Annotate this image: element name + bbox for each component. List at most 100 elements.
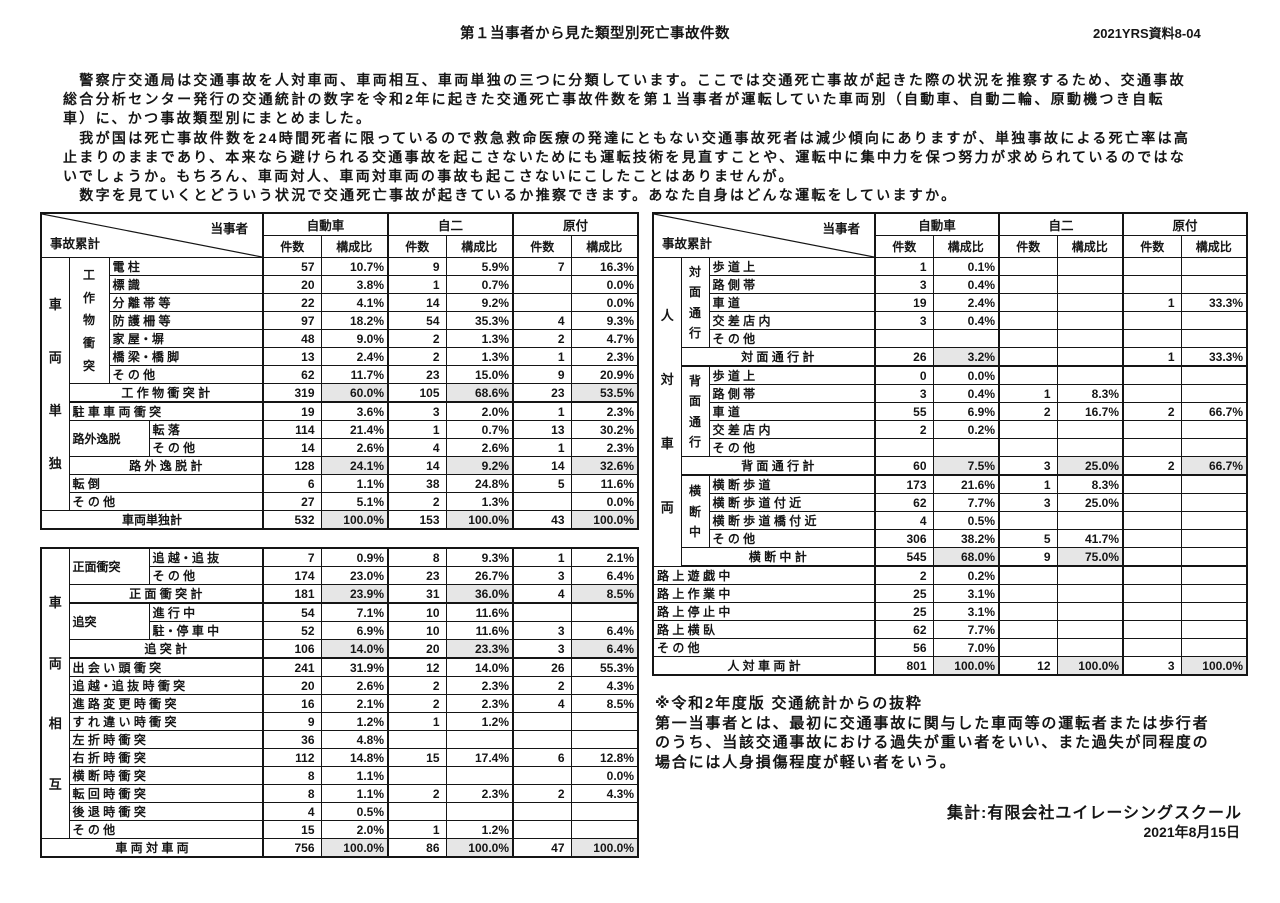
ratio-value-cell (1056, 275, 1124, 294)
ratio-value-cell (1056, 602, 1124, 621)
count-value-cell: 173 (874, 474, 934, 494)
count-value-cell: 60 (874, 456, 934, 476)
table-row: そ の 他 (653, 438, 1248, 457)
count-value-cell (998, 257, 1058, 276)
row-label: 交 差 店 内 (708, 311, 876, 330)
vehicle-type-header: 原付 (1122, 212, 1248, 236)
ratio-value-cell (1180, 511, 1248, 530)
count-value-cell (1122, 529, 1182, 548)
row-label: 横 断 中 計 (680, 547, 876, 567)
row-label: 正面衝突 (68, 547, 150, 585)
row-label: 交 差 店 内 (708, 420, 876, 439)
ratio-value-cell: 1.2% (445, 820, 514, 839)
row-label: 橋 梁・橋 脚 (108, 347, 264, 366)
diagonal-header-cell: 当事者 事故累計 (40, 212, 264, 258)
table-row: 追 越・追 抜 時 衝 突 20 2.6% 2 2.3% 2 4.3% (41, 676, 639, 695)
count-value-cell: 14 (387, 456, 447, 475)
count-value-cell: 6 (512, 748, 572, 767)
ratio-value-cell: 7.7% (932, 620, 1000, 639)
table-row: 路 側 帯 3 0.4% (653, 275, 1248, 294)
ratio-value-cell (570, 802, 639, 821)
ratio-value-cell: 3.1% (932, 584, 1000, 603)
table-row: 分 離 帯 等 22 4.1% 14 9.2% 0.0% (41, 293, 639, 312)
ratio-value-cell: 0.2% (932, 565, 1000, 585)
count-value-cell: 532 (262, 510, 322, 530)
row-label: 電 柱 (108, 257, 264, 276)
ratio-value-cell: 1.3% (445, 492, 514, 511)
table-row: 左 折 時 衝 突 36 4.8% (41, 730, 639, 749)
count-value-cell (998, 347, 1058, 367)
ratio-value-cell: 9.0% (320, 329, 389, 348)
accident-total-header-label: 事故累計 (662, 237, 713, 251)
table-row: 駐・停 車 中 52 6.9% 10 11.6% 3 6.4% (41, 621, 639, 640)
count-value-cell: 4 (874, 511, 934, 530)
vertical-group-label: 工作物衝突 (68, 257, 110, 384)
ratio-value-cell: 11.7% (320, 365, 389, 384)
count-value-cell: 8 (387, 547, 447, 567)
row-label: 路 上 遊 戯 中 (652, 565, 876, 585)
count-value-cell: 22 (262, 293, 322, 312)
ratio-column-header: 構成比 (445, 235, 514, 258)
count-value-cell: 8 (262, 784, 322, 803)
count-value-cell: 3 (998, 493, 1058, 512)
count-value-cell: 1 (998, 474, 1058, 494)
ratio-column-header: 構成比 (320, 235, 389, 258)
footnote-line: 第一当事者とは、最初に交通事故に関与した車両等の運転者または歩行者 (655, 714, 1210, 732)
row-label: そ の 他 (148, 566, 264, 585)
row-label: 車 両 対 車 両 (40, 838, 264, 858)
ratio-value-cell (1180, 602, 1248, 621)
table-row: 標 識 20 3.8% 1 0.7% 0.0% (41, 275, 639, 294)
ratio-value-cell: 9.2% (445, 293, 514, 312)
count-value-cell: 56 (874, 638, 934, 657)
ratio-value-cell: 6.4% (570, 639, 639, 659)
row-label: 横 断 時 衝 突 (68, 766, 264, 785)
ratio-value-cell: 11.6% (445, 621, 514, 640)
row-label: 右 折 時 衝 突 (68, 748, 264, 767)
count-value-cell: 7 (262, 547, 322, 567)
table-row: 路 側 帯 3 0.4% 1 8.3% (653, 384, 1248, 403)
table-row: 右 折 時 衝 突 112 14.8% 15 17.4% 6 12.8% (41, 748, 639, 767)
ratio-value-cell (1056, 565, 1124, 585)
ratio-value-cell: 100.0% (320, 838, 389, 858)
ratio-value-cell: 2.6% (445, 438, 514, 457)
count-value-cell (1122, 275, 1182, 294)
ratio-value-cell: 100.0% (445, 510, 514, 530)
ratio-value-cell: 100.0% (445, 838, 514, 858)
ratio-value-cell (1180, 638, 1248, 657)
count-value-cell: 55 (874, 402, 934, 421)
count-value-cell: 3 (387, 401, 447, 421)
count-value-cell: 16 (262, 694, 322, 713)
row-label: 防 護 柵 等 (108, 311, 264, 330)
intro-line: いでしょうか。もちろん、車両対人、車両対車両の事故も起こさないにこしたことはあり… (63, 168, 795, 185)
ratio-value-cell: 1.1% (320, 784, 389, 803)
table-row: 背 面 通 行 計 60 7.5% 3 25.0% 2 66.7% (653, 456, 1248, 476)
ratio-value-cell (1056, 420, 1124, 439)
ratio-value-cell: 9.3% (445, 547, 514, 567)
count-value-cell: 1 (1122, 347, 1182, 367)
count-column-header: 件数 (512, 235, 572, 258)
table-row: 人 対 車 両 計 801 100.0% 12 100.0% 3 100.0% (652, 656, 1248, 676)
ratio-value-cell: 8.5% (570, 694, 639, 713)
intro-line: 止まりのままであり、本来なら避けられる交通事故を起こさないためにも運転技術を見直… (63, 148, 1187, 165)
vertical-group-label: 対面通行 (680, 257, 710, 348)
ratio-value-cell: 4.7% (570, 329, 639, 348)
count-value-cell: 545 (874, 547, 934, 567)
count-value-cell: 2 (512, 329, 572, 348)
count-value-cell: 1 (512, 401, 572, 421)
table-row: 駐 車 車 両 衝 突 19 3.6% 3 2.0% 1 2.3% (41, 401, 639, 421)
count-value-cell: 1 (387, 420, 447, 439)
table-row: そ の 他 174 23.0% 23 26.7% 3 6.4% (41, 566, 639, 585)
ratio-value-cell: 2.1% (570, 547, 639, 567)
count-value-cell: 86 (387, 838, 447, 858)
row-label: 路 側 帯 (708, 275, 876, 294)
count-value-cell: 62 (874, 620, 934, 639)
ratio-value-cell: 9.3% (570, 311, 639, 330)
row-label: 路 側 帯 (708, 384, 876, 403)
count-value-cell: 2 (387, 329, 447, 348)
publication-date: 2021年8月15日 (1143, 824, 1240, 840)
row-label: 駐 車 車 両 衝 突 (68, 401, 264, 421)
ratio-value-cell: 4.3% (570, 676, 639, 695)
count-value-cell (998, 565, 1058, 585)
row-label: 路 上 横 臥 (652, 620, 876, 639)
ratio-value-cell: 24.1% (320, 456, 389, 475)
